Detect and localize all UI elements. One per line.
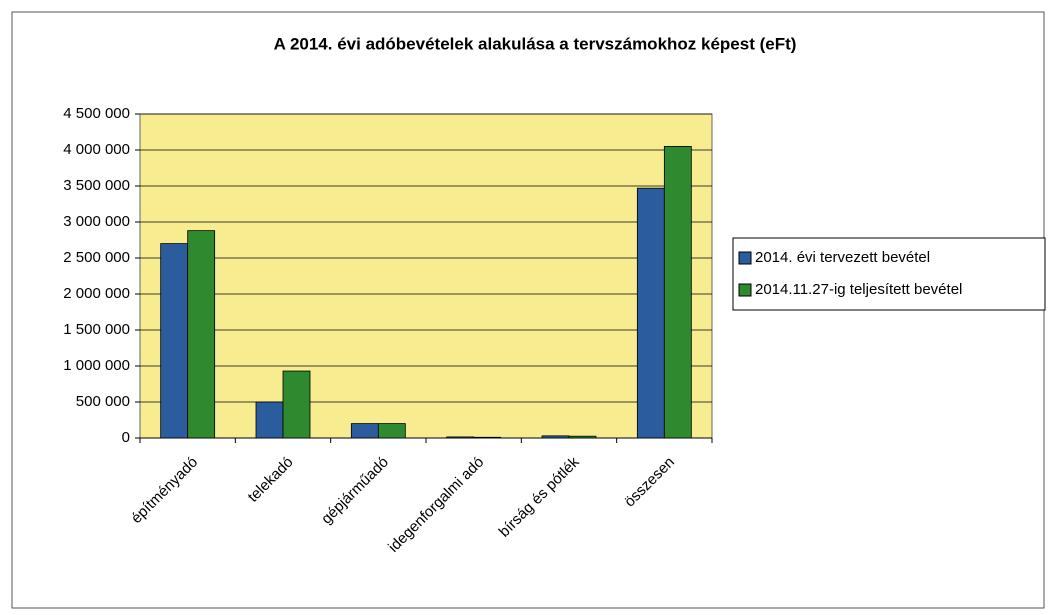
bar: [187, 230, 216, 439]
legend-box: [732, 237, 1046, 311]
legend-swatch: [738, 251, 752, 265]
y-tick-label: 1 000 000: [63, 357, 130, 374]
bar: [568, 435, 597, 439]
bar: [350, 423, 379, 439]
chart-title: A 2014. évi adóbevételek alakulása a ter…: [274, 34, 797, 53]
y-tick-label: 2 000 000: [63, 285, 130, 302]
y-tick-label: 1 500 000: [63, 321, 130, 338]
bar: [160, 243, 189, 439]
bar: [663, 145, 692, 439]
bar: [541, 435, 570, 439]
bar: [255, 401, 284, 439]
y-tick-label: 4 000 000: [63, 141, 130, 158]
legend-label: 2014.11.27-ig teljesített bevétel: [755, 281, 962, 298]
bar: [282, 370, 311, 439]
y-tick-label: 3 500 000: [63, 177, 130, 194]
y-tick-label: 3 000 000: [63, 213, 130, 230]
bar: [446, 436, 475, 439]
bar: [636, 187, 665, 439]
plot-area: [139, 113, 713, 439]
y-tick-label: 4 500 000: [63, 105, 130, 122]
legend-label: 2014. évi tervezett bevétel: [755, 249, 930, 266]
y-tick-label: 2 500 000: [63, 249, 130, 266]
bar: [377, 423, 406, 439]
y-tick-label: 500 000: [76, 393, 130, 410]
bar: [473, 436, 502, 439]
legend-swatch: [738, 283, 752, 297]
y-tick-label: 0: [122, 429, 130, 446]
